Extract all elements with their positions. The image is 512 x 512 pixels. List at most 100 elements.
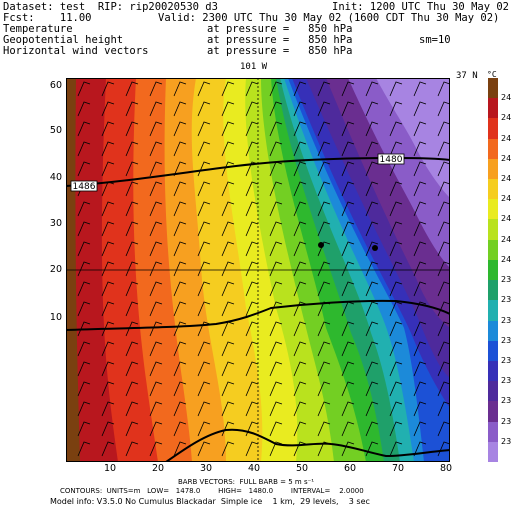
- wind-barb: [101, 301, 115, 317]
- colorbar-label: 24.5: [501, 153, 512, 163]
- wind-barb: [173, 241, 187, 257]
- wind-barb: [173, 301, 187, 317]
- wind-barb: [149, 341, 163, 357]
- wind-barb: [125, 221, 139, 237]
- wind-barb: [149, 221, 163, 237]
- x-tick-20: 20: [151, 463, 165, 474]
- wind-barb: [437, 301, 450, 317]
- wind-barb: [365, 281, 379, 297]
- wind-barb: [125, 201, 139, 217]
- wind-barb: [149, 441, 163, 457]
- wind-barb: [149, 381, 163, 397]
- wind-barb: [221, 221, 235, 237]
- wind-barb: [125, 381, 139, 397]
- wind-barb: [437, 361, 450, 377]
- x-tick-30: 30: [199, 463, 213, 474]
- wind-barb: [365, 421, 379, 437]
- wind-barb: [149, 361, 163, 377]
- field-name-temperature: Temperature: [3, 23, 73, 35]
- contour-label-1480: 1480: [380, 155, 403, 165]
- wind-barb: [365, 141, 379, 157]
- wind-barb: [293, 121, 307, 137]
- wind-barb: [197, 261, 211, 277]
- wind-barb: [293, 141, 307, 157]
- wind-barb: [365, 181, 379, 197]
- wind-barb: [77, 101, 91, 117]
- wind-barb: [125, 401, 139, 417]
- wind-barb: [245, 221, 259, 237]
- wind-barb: [413, 401, 427, 417]
- colorbar-label: 24.7: [501, 113, 512, 123]
- colorbar-label: 23.9: [501, 275, 512, 285]
- wind-barb: [365, 121, 379, 137]
- wind-barb: [77, 241, 91, 257]
- wind-barb: [173, 141, 187, 157]
- wind-barb: [101, 341, 115, 357]
- y-tick-40: 40: [49, 172, 62, 183]
- colorbar-label: 24.1: [501, 234, 512, 244]
- wind-barb: [245, 361, 259, 377]
- colorbar-segment: [488, 179, 498, 200]
- wind-barb: [317, 101, 331, 117]
- contours-note: CONTOURS: UNITS=m LOW= 1478.0 HIGH= 1480…: [60, 487, 364, 495]
- wind-barb: [341, 161, 355, 177]
- dataset-label: Dataset: test RIP: rip20020530 d3: [3, 1, 218, 13]
- wind-barb: [149, 141, 163, 157]
- wind-barb: [101, 321, 115, 337]
- wind-barb: [149, 241, 163, 257]
- wind-barb: [173, 161, 187, 177]
- wind-barb: [293, 281, 307, 297]
- wind-barb: [221, 441, 235, 457]
- wind-barb: [365, 361, 379, 377]
- wind-barb: [269, 421, 283, 437]
- colorbar-segment: [488, 219, 498, 241]
- wind-barb: [413, 81, 427, 97]
- colorbar-segment: [488, 441, 498, 463]
- wind-barb: [197, 281, 211, 297]
- wind-barb: [413, 301, 427, 317]
- wind-barb: [77, 221, 91, 237]
- wind-barb: [125, 421, 139, 437]
- barb-vectors-note: BARB VECTORS: FULL BARB = 5 m s⁻¹: [178, 478, 315, 486]
- wind-barb: [389, 121, 403, 137]
- wind-barb: [293, 221, 307, 237]
- station-dot: [372, 245, 378, 251]
- wind-barb: [293, 201, 307, 217]
- wind-barb: [437, 241, 450, 257]
- wind-barb: [341, 81, 355, 97]
- wind-barb: [101, 101, 115, 117]
- wind-barb: [317, 241, 331, 257]
- latitude-label: 37 N: [456, 71, 478, 81]
- wind-barb: [77, 121, 91, 137]
- wind-barb: [269, 301, 283, 317]
- colorbar-segment: [488, 300, 498, 322]
- wind-barb: [197, 401, 211, 417]
- wind-barb: [77, 261, 91, 277]
- colorbar-segment: [488, 78, 498, 99]
- wind-barb: [77, 321, 91, 337]
- colorbar-label: 23.2: [501, 416, 512, 426]
- wind-barb: [245, 241, 259, 257]
- wind-barb: [317, 121, 331, 137]
- wind-barb: [77, 281, 91, 297]
- wind-barb: [293, 181, 307, 197]
- wind-barb: [101, 421, 115, 437]
- wind-barb: [173, 401, 187, 417]
- wind-barb: [317, 281, 331, 297]
- model-info: Model info: V3.5.0 No Cumulus Blackadar …: [50, 497, 370, 506]
- wind-barb: [101, 381, 115, 397]
- wind-barb: [77, 381, 91, 397]
- wind-barb: [269, 261, 283, 277]
- wind-barb: [389, 441, 403, 457]
- colorbar-segment: [488, 118, 498, 140]
- wind-barb: [197, 81, 211, 97]
- wind-barb: [437, 121, 450, 137]
- wind-barb: [413, 361, 427, 377]
- valid-time: Valid: 2300 UTC Thu 30 May 02 (1600 CDT …: [158, 12, 500, 24]
- wind-barb: [437, 201, 450, 217]
- wind-barb: [293, 401, 307, 417]
- wind-barb: [245, 281, 259, 297]
- wind-barb: [365, 301, 379, 317]
- colorbar-segment: [488, 138, 498, 160]
- wind-barb: [125, 161, 139, 177]
